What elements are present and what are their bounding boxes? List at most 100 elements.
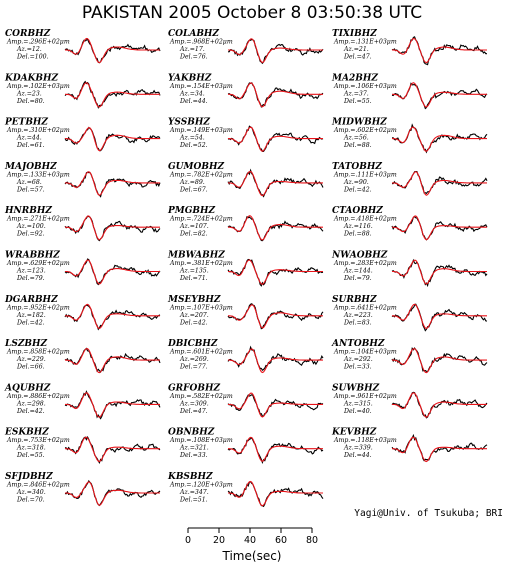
station-amplitude: Amp.=.106E+03μm	[333, 83, 397, 90]
station-distance: Del.=71.	[179, 275, 208, 282]
synthetic-waveform	[65, 436, 160, 463]
synthetic-waveform	[65, 481, 160, 506]
station-distance: Del.=33.	[343, 364, 372, 371]
synthetic-waveform	[228, 82, 323, 108]
station-distance: Del.=70.	[16, 497, 45, 504]
time-axis: Time(sec) 0 20 40 60 80	[185, 527, 318, 563]
station-amplitude: Amp.=.108E+03μm	[169, 437, 233, 444]
station-name: KEVBHZ	[331, 428, 377, 438]
synthetic-waveform	[392, 348, 487, 374]
synthetic-waveform	[228, 304, 323, 329]
station-distance: Del.=100.	[16, 54, 49, 61]
synthetic-waveform	[392, 171, 487, 196]
station-distance: Del.=47.	[179, 408, 208, 415]
station-distance: Del.=47.	[343, 54, 372, 61]
synthetic-waveform	[65, 37, 160, 64]
station-amplitude: Amp.=.104E+03μm	[333, 349, 397, 356]
station-azimuth: Az.=123.	[16, 268, 46, 275]
station-distance: Del.=83.	[343, 319, 372, 326]
station-azimuth: Az.=56.	[343, 135, 369, 142]
station-azimuth: Az.=21.	[343, 46, 369, 53]
station-azimuth: Az.=347.	[179, 489, 209, 496]
station-distance: Del.=77.	[179, 364, 208, 371]
synthetic-waveform	[228, 126, 323, 152]
station-name: WRABBHZ	[5, 251, 60, 261]
station-amplitude: Amp.=.601E+02μm	[169, 349, 233, 356]
station-name: COLABHZ	[168, 29, 219, 39]
station-name: SURBHZ	[332, 295, 377, 305]
synthetic-waveform	[392, 126, 487, 152]
station-distance: Del.=61.	[16, 142, 45, 149]
station-name: PMGBHZ	[167, 206, 216, 216]
station-distance: Del.=51.	[179, 497, 208, 504]
station-name: TATOBHZ	[332, 162, 382, 172]
synthetic-waveform	[228, 392, 323, 418]
observed-waveform	[227, 38, 324, 65]
station-distance: Del.=33.	[179, 452, 208, 459]
synthetic-waveform	[392, 303, 487, 330]
station-name: KBSBHZ	[167, 472, 213, 482]
observed-waveform	[227, 394, 324, 417]
synthetic-waveform	[392, 259, 487, 285]
station-azimuth: Az.=107.	[179, 223, 209, 230]
station-azimuth: Az.=321.	[179, 445, 209, 452]
station-azimuth: Az.=90.	[343, 179, 369, 186]
synthetic-waveform	[228, 436, 323, 462]
station-name: MBWABHZ	[167, 251, 225, 261]
station-distance: Del.=92.	[16, 231, 45, 238]
observed-waveform	[391, 216, 488, 241]
station-amplitude: Amp.=.961E+02μm	[333, 393, 397, 400]
station-amplitude: Amp.=.968E+02μm	[169, 39, 233, 46]
observed-waveform	[64, 80, 161, 110]
station-azimuth: Az.=34.	[179, 90, 205, 97]
synthetic-waveform	[65, 215, 160, 241]
synthetic-waveform	[392, 38, 487, 64]
station-amplitude: Amp.=.952E+02μm	[6, 304, 70, 311]
station-name: SUWBHZ	[332, 383, 380, 393]
station-name: MSEYBHZ	[167, 295, 221, 305]
time-axis-tick-label: 60	[275, 535, 287, 546]
station-distance: Del.=57.	[16, 186, 45, 193]
time-axis-tick-label: 40	[244, 535, 256, 546]
station-distance: Del.=76.	[179, 54, 208, 61]
station-azimuth: Az.=339.	[343, 445, 373, 452]
time-axis-tick-label: 20	[213, 535, 225, 546]
station-amplitude: Amp.=.753E+02μm	[6, 437, 70, 444]
station-distance: Del.=79.	[16, 275, 45, 282]
station-name: CTAOBHZ	[332, 206, 383, 216]
figure-title: PAKISTAN 2005 October 8 03:50:38 UTC	[82, 3, 422, 23]
station-distance: Del.=79.	[343, 275, 372, 282]
station-amplitude: Amp.=.602E+02μm	[333, 127, 397, 134]
synthetic-waveform	[65, 303, 160, 330]
station-azimuth: Az.=223.	[343, 312, 373, 319]
station-distance: Del.=42.	[343, 186, 372, 193]
station-name: SFJDBHZ	[5, 472, 53, 482]
synthetic-waveform	[65, 259, 160, 285]
station-distance: Del.=42.	[179, 319, 208, 326]
station-azimuth: Az.=17.	[179, 46, 205, 53]
station-azimuth: Az.=309.	[179, 400, 209, 407]
station-amplitude: Amp.=.102E+03μm	[6, 83, 70, 90]
station-name: TIXIBHZ	[332, 29, 377, 39]
station-amplitude: Amp.=.858E+02μm	[6, 349, 70, 356]
observed-waveform	[64, 171, 161, 198]
synthetic-waveform	[228, 259, 323, 285]
synthetic-waveform	[392, 392, 487, 418]
station-name: GRFOBHZ	[168, 383, 221, 393]
station-amplitude: Amp.=.154E+03μm	[169, 83, 233, 90]
station-name: NWAOBHZ	[331, 251, 388, 261]
